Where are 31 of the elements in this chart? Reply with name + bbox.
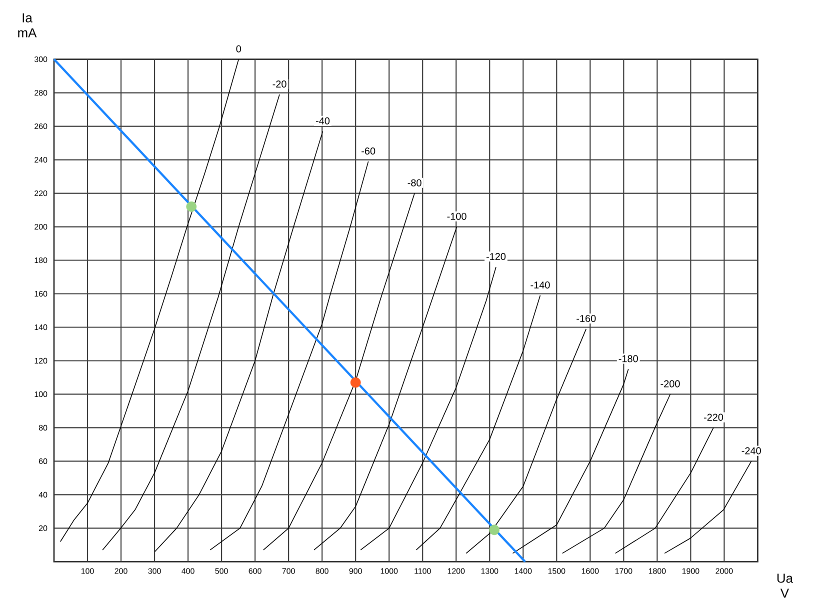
series-label: -100: [447, 212, 466, 220]
series-label: -200: [660, 380, 680, 388]
series-label: -120: [486, 253, 506, 260]
point: [186, 201, 197, 212]
line-series: [416, 295, 541, 550]
line-series: [664, 460, 752, 554]
series-label: -20: [272, 80, 286, 88]
line-series: [60, 58, 240, 542]
y-axis-title: Ia mA: [18, 13, 37, 38]
series-label: -160: [576, 314, 596, 322]
series-label: -40: [316, 117, 330, 124]
series-label: -60: [362, 148, 376, 155]
point: [350, 377, 361, 388]
series-label: -240: [742, 447, 761, 454]
line-series: [614, 427, 714, 554]
series-label: 0: [236, 45, 242, 52]
line-series: [154, 130, 324, 552]
line-series: [210, 161, 369, 550]
line-series: [263, 192, 415, 550]
line-series: [314, 226, 458, 550]
series-label: -80: [408, 179, 422, 186]
line-series: [102, 94, 280, 550]
line-series: [466, 328, 587, 554]
series-label: -140: [530, 281, 550, 289]
line-series: [360, 266, 496, 550]
line-series: [512, 368, 629, 554]
line-series: [562, 394, 671, 554]
x-axis-title: Ua V: [777, 574, 793, 598]
series-label: -220: [704, 414, 724, 421]
point: [489, 524, 500, 536]
series-label: -180: [618, 355, 638, 362]
